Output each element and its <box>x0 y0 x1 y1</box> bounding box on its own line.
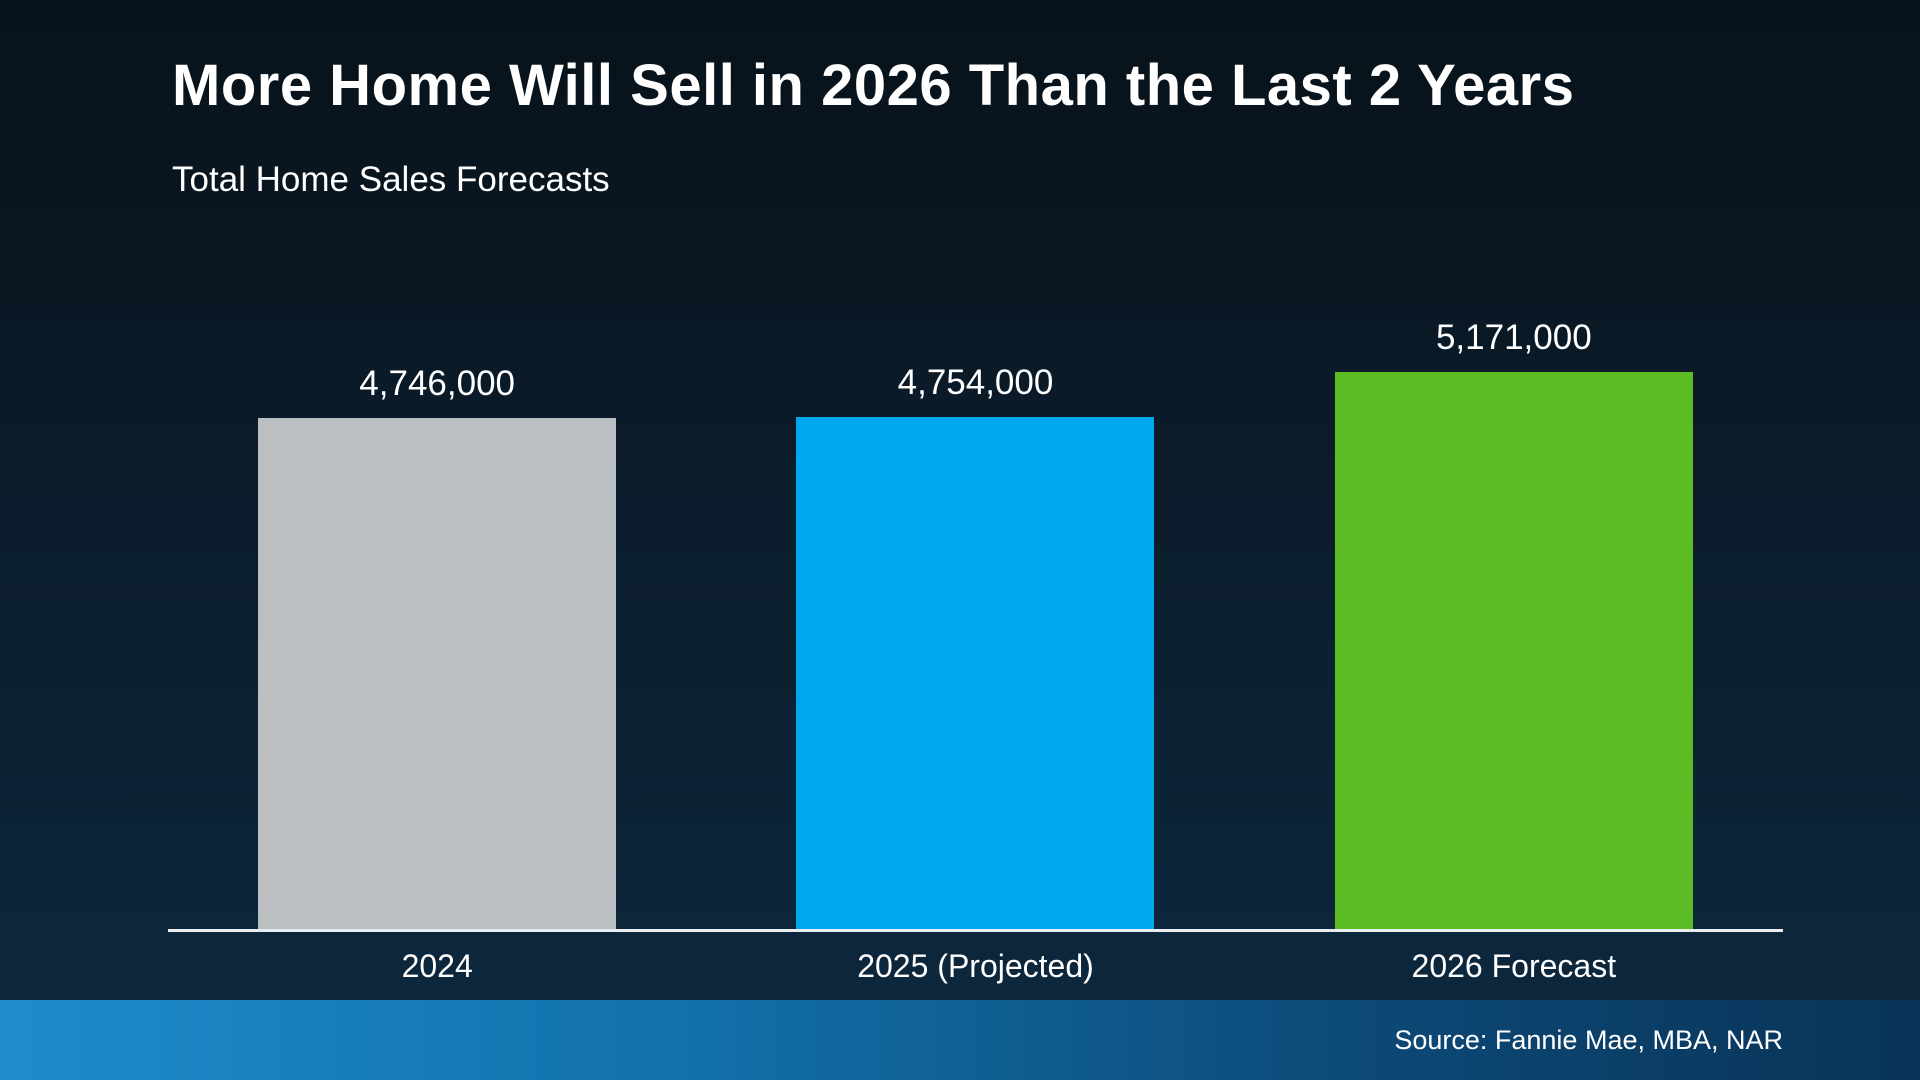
bar-group: 5,171,000 <box>1245 318 1783 929</box>
category-label: 2026 Forecast <box>1411 948 1617 984</box>
category-label: 2024 <box>401 948 473 984</box>
source-attribution: Source: Fannie Mae, MBA, NAR <box>1394 1024 1783 1055</box>
bar <box>1334 372 1693 929</box>
bar-group: 4,746,000 <box>168 364 706 929</box>
category-labels-row: 2024 2025 (Projected) 2026 Forecast <box>168 948 1783 985</box>
bars-row: 4,746,000 4,754,000 5,171,000 <box>168 318 1783 929</box>
category-label: 2025 (Projected) <box>857 948 1094 984</box>
bar <box>258 418 617 929</box>
footer-bar: Source: Fannie Mae, MBA, NAR <box>0 1000 1920 1080</box>
chart-subtitle: Total Home Sales Forecasts <box>172 160 610 199</box>
bar-value-label: 4,754,000 <box>897 363 1054 402</box>
bar-value-label: 5,171,000 <box>1435 318 1592 357</box>
chart-title: More Home Will Sell in 2026 Than the Las… <box>172 53 1575 118</box>
bar <box>796 417 1155 929</box>
x-axis-line <box>168 929 1783 932</box>
bar-value-label: 4,746,000 <box>359 364 516 403</box>
bar-group: 4,754,000 <box>706 363 1244 929</box>
